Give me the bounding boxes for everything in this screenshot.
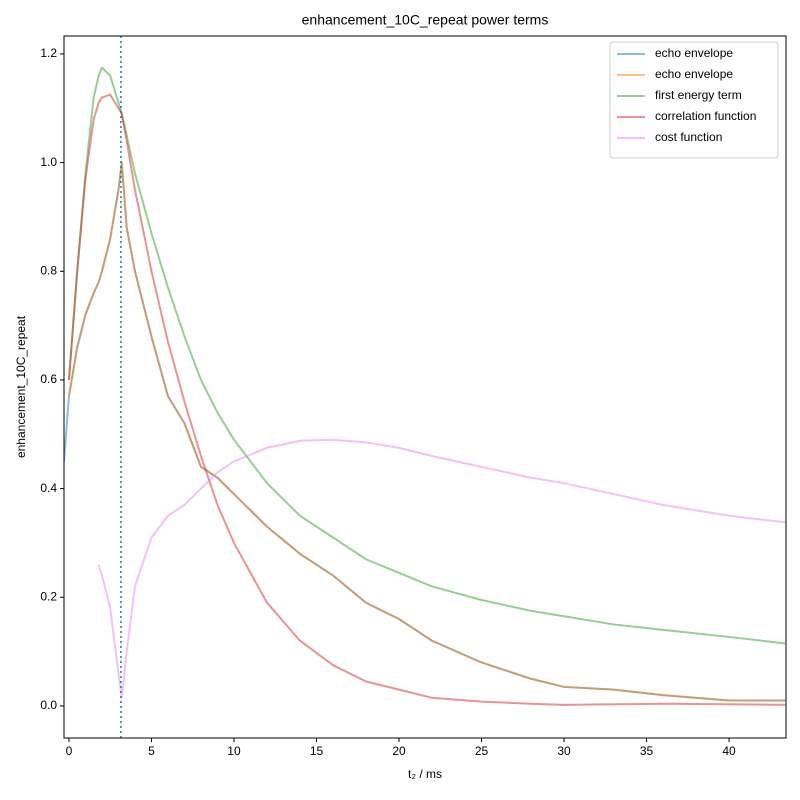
plot-frame <box>63 35 787 739</box>
y-tick-label: 0.4 <box>40 481 57 495</box>
legend-label: first energy term <box>655 88 742 102</box>
x-tick-label: 20 <box>392 744 406 758</box>
series-line <box>97 438 786 699</box>
chart-title: enhancement_10C_repeat power terms <box>302 12 549 28</box>
y-tick-label: 0.8 <box>40 263 57 277</box>
y-tick-label: 1.2 <box>40 46 57 60</box>
x-tick-label: 40 <box>722 744 736 758</box>
series-line <box>67 161 786 702</box>
y-tick-label: 0.6 <box>40 372 57 386</box>
x-tick-label: 10 <box>227 744 241 758</box>
legend-label: echo envelope <box>655 67 733 81</box>
y-tick-label: 1.0 <box>40 155 57 169</box>
y-tick-label: 0.2 <box>40 589 57 603</box>
x-tick-label: 35 <box>640 744 654 758</box>
x-axis-label: t₂ / ms <box>408 767 442 781</box>
x-tick-label: 0 <box>66 744 73 758</box>
legend-label: echo envelope <box>655 46 733 60</box>
series-line <box>67 66 786 645</box>
x-tick-label: 25 <box>475 744 489 758</box>
legend-label: cost function <box>655 130 722 144</box>
x-tick-label: 15 <box>310 744 324 758</box>
x-tick-label: 30 <box>557 744 571 758</box>
y-axis-label: enhancement_10C_repeat <box>14 315 28 458</box>
legend-label: correlation function <box>655 109 756 123</box>
legend-box <box>609 41 779 159</box>
y-tick-label: 0.0 <box>40 698 57 712</box>
x-tick-label: 5 <box>148 744 155 758</box>
